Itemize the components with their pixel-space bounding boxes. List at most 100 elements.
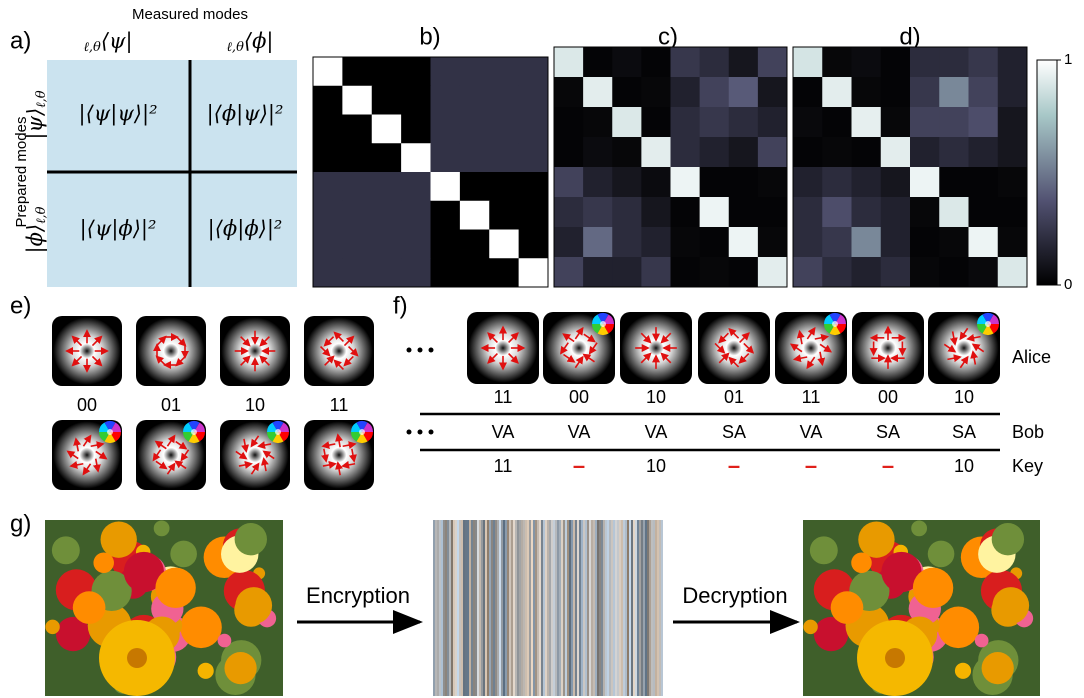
heatmap-cell xyxy=(998,77,1028,108)
noise-stripe xyxy=(643,520,645,696)
noise-stripe xyxy=(617,520,619,696)
flower xyxy=(810,536,838,564)
tick-label: 1 xyxy=(1064,51,1072,68)
beam xyxy=(468,313,537,382)
heatmap-cell xyxy=(519,258,549,287)
noise-stripe xyxy=(529,520,531,696)
heatmap-cell xyxy=(612,197,642,228)
noise-stripe xyxy=(645,520,647,696)
noise-stripe xyxy=(439,520,441,696)
heatmap-cell xyxy=(489,86,519,115)
heatmap-cell xyxy=(998,167,1028,198)
heatmap-cell xyxy=(612,47,642,78)
noise-stripe xyxy=(485,520,487,696)
noise-stripe xyxy=(527,520,529,696)
heatmap-cell xyxy=(852,137,882,168)
noise-stripe xyxy=(581,520,583,696)
heatmap-cell xyxy=(998,137,1028,168)
flower xyxy=(913,568,953,608)
flower xyxy=(975,634,989,648)
noise-stripe xyxy=(445,520,447,696)
noise-stripe xyxy=(651,520,653,696)
noise-stripe xyxy=(593,520,595,696)
heatmap-cell xyxy=(881,227,911,258)
noise-stripe xyxy=(517,520,519,696)
heatmap-cell xyxy=(342,115,372,144)
noise-stripe xyxy=(555,520,557,696)
heatmap-cell xyxy=(641,227,671,258)
heatmap-cell xyxy=(998,257,1028,288)
heatmap-cell xyxy=(431,86,461,115)
noise-stripe xyxy=(571,520,573,696)
noise-stripe xyxy=(471,520,473,696)
header: Measured modes xyxy=(132,6,248,23)
noise-stripe xyxy=(623,520,625,696)
flower xyxy=(52,536,80,564)
noise-stripe xyxy=(509,520,511,696)
heatmap-cell xyxy=(910,77,940,108)
heatmap-cell xyxy=(313,172,343,201)
heatmap-cell xyxy=(313,230,343,259)
noise-stripe xyxy=(435,520,437,696)
heatmap-cell xyxy=(519,86,549,115)
beam xyxy=(305,317,372,384)
heatmap-cell xyxy=(671,137,701,168)
noise-stripe xyxy=(657,520,659,696)
key-bits: – xyxy=(728,453,740,478)
noise-stripe xyxy=(565,520,567,696)
noise-stripe xyxy=(605,520,607,696)
noise-stripe xyxy=(455,520,457,696)
heatmap-cell xyxy=(793,197,823,228)
alice-bits: 01 xyxy=(724,387,744,407)
noise-stripe xyxy=(629,520,631,696)
heatmap-cell xyxy=(671,257,701,288)
alice-bits: 00 xyxy=(569,387,589,407)
heatmap-cell xyxy=(372,57,402,86)
heatmap-cell xyxy=(998,107,1028,138)
key-bits: – xyxy=(882,453,894,478)
heatmap-cell xyxy=(822,227,852,258)
heatmap-cell xyxy=(881,47,911,78)
noise-stripe xyxy=(497,520,499,696)
heatmap-cell xyxy=(793,107,823,138)
heatmap-cell xyxy=(793,257,823,288)
noise-stripe xyxy=(507,520,509,696)
heatmap-cell xyxy=(939,137,969,168)
heatmap-cell xyxy=(372,143,402,172)
noise-stripe xyxy=(649,520,651,696)
noise-stripe xyxy=(499,520,501,696)
noise-stripe xyxy=(639,520,641,696)
heatmap-cell xyxy=(342,201,372,230)
panel-label: b) xyxy=(419,23,440,50)
noise-stripe xyxy=(625,520,627,696)
beam xyxy=(221,317,288,384)
noise-stripe xyxy=(521,520,523,696)
noise-stripe xyxy=(543,520,545,696)
noise-stripe xyxy=(453,520,455,696)
heatmap-cell xyxy=(700,227,730,258)
heatmap-cell xyxy=(519,115,549,144)
subscript: ℓ,θ xyxy=(83,40,101,55)
heatmap-cell xyxy=(969,167,999,198)
flower xyxy=(101,521,137,557)
panel-label: e) xyxy=(10,292,31,319)
heatmap-cell xyxy=(852,107,882,138)
flower xyxy=(992,587,1029,624)
heatmap-cell xyxy=(519,172,549,201)
noise-stripe xyxy=(561,520,563,696)
heatmap-cell xyxy=(700,47,730,78)
heatmap-cell xyxy=(372,115,402,144)
heatmap-cell xyxy=(519,230,549,259)
heatmap-cell xyxy=(822,167,852,198)
noise-stripe xyxy=(577,520,579,696)
heatmap-cell xyxy=(401,115,431,144)
flower xyxy=(982,652,1014,684)
heatmap-cell xyxy=(822,257,852,288)
heatmap-cell xyxy=(583,227,613,258)
noise-stripe xyxy=(655,520,657,696)
flower xyxy=(803,620,817,634)
heatmap-cell xyxy=(612,257,642,288)
heatmap-cell xyxy=(793,167,823,198)
phase-wheel-center xyxy=(359,429,365,435)
noise-stripe xyxy=(495,520,497,696)
